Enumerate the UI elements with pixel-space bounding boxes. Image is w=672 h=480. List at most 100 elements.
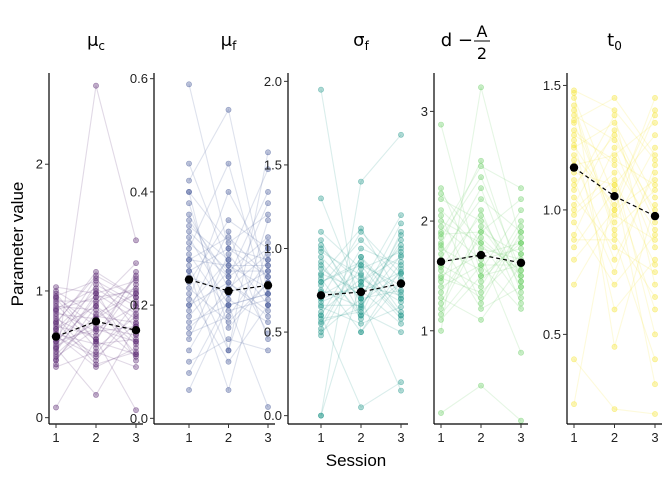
subject-point bbox=[265, 245, 271, 252]
subject-point bbox=[438, 410, 444, 416]
subject-line bbox=[573, 115, 656, 212]
subject-line bbox=[573, 358, 656, 415]
subject-line bbox=[188, 259, 268, 267]
subject-line bbox=[573, 214, 656, 285]
subject-point bbox=[398, 315, 404, 322]
subject-point bbox=[133, 348, 139, 355]
subject-point bbox=[265, 149, 271, 156]
subject-point bbox=[438, 327, 444, 334]
subject-point bbox=[225, 387, 232, 393]
subject-line bbox=[320, 261, 402, 293]
subject-point bbox=[478, 84, 484, 91]
subject-line bbox=[320, 89, 402, 334]
subject-point bbox=[53, 293, 59, 299]
subject-point bbox=[358, 282, 364, 289]
x-tick-label: 3 bbox=[264, 430, 271, 445]
subject-point bbox=[53, 346, 59, 353]
subject-point bbox=[652, 144, 658, 151]
subject-point bbox=[186, 177, 192, 184]
subject-line bbox=[573, 114, 656, 211]
panel-3: 0.0 0.5 1.0 1.5 2.0 1 2 3 σf bbox=[264, 30, 408, 445]
y-tick-label: 1.5 bbox=[543, 78, 561, 93]
subject-point bbox=[518, 278, 524, 285]
subject-point bbox=[652, 381, 658, 388]
subject-point bbox=[652, 169, 658, 176]
subject-point bbox=[93, 277, 99, 284]
subject-line bbox=[320, 251, 402, 320]
subject-point bbox=[652, 206, 658, 213]
y-tick-label: 0.0 bbox=[130, 411, 148, 426]
subject-line bbox=[321, 254, 402, 306]
subject-line bbox=[188, 191, 269, 244]
subject-line bbox=[188, 242, 269, 392]
subject-line bbox=[188, 293, 269, 323]
subject-point bbox=[611, 226, 618, 233]
subject-line bbox=[440, 226, 522, 299]
subject-line bbox=[188, 163, 269, 289]
subject-point bbox=[186, 211, 192, 218]
subject-point bbox=[398, 220, 404, 227]
mean-point bbox=[436, 257, 446, 266]
subject-point bbox=[265, 313, 271, 320]
subject-line bbox=[440, 214, 522, 288]
subject-point bbox=[398, 237, 404, 243]
subject-point bbox=[438, 305, 444, 312]
subject-point bbox=[133, 290, 139, 297]
subject-line bbox=[573, 159, 656, 262]
subject-point bbox=[518, 349, 524, 356]
subject-point bbox=[518, 218, 524, 224]
subject-line bbox=[573, 110, 656, 298]
subject-point bbox=[53, 356, 59, 363]
subject-line bbox=[573, 129, 656, 216]
subject-point bbox=[133, 277, 139, 284]
subject-point bbox=[571, 95, 577, 101]
subject-point bbox=[571, 137, 577, 144]
subject-point bbox=[265, 336, 271, 342]
subject-line bbox=[188, 298, 269, 374]
subject-point bbox=[478, 262, 484, 268]
subject-point bbox=[571, 152, 577, 158]
subject-point bbox=[518, 417, 524, 424]
subject-point bbox=[186, 222, 192, 229]
subject-line bbox=[188, 220, 269, 352]
subject-point bbox=[265, 188, 271, 195]
mean-point bbox=[516, 258, 526, 267]
subject-point bbox=[398, 228, 404, 235]
subject-point bbox=[53, 310, 59, 317]
x-tick-label: 2 bbox=[225, 430, 232, 445]
subject-point bbox=[571, 127, 577, 134]
subject-point bbox=[225, 245, 232, 252]
subject-point bbox=[611, 127, 618, 134]
subject-point bbox=[265, 239, 271, 246]
mean-point bbox=[51, 332, 61, 341]
subject-point bbox=[652, 112, 658, 119]
subject-point bbox=[93, 285, 99, 292]
y-tick-label: 2 bbox=[36, 157, 43, 172]
subject-line bbox=[188, 253, 269, 312]
subject-point bbox=[518, 245, 524, 252]
subject-line bbox=[55, 283, 137, 345]
subject-line bbox=[440, 124, 522, 277]
subject-point bbox=[186, 370, 192, 376]
mean-point bbox=[131, 326, 141, 335]
subject-point bbox=[265, 256, 271, 263]
y-tick-label: 2.0 bbox=[264, 74, 282, 89]
subject-line bbox=[440, 231, 522, 310]
subject-line bbox=[320, 284, 402, 303]
subject-point bbox=[652, 119, 658, 126]
subject-point bbox=[438, 218, 444, 224]
x-tick-label: 1 bbox=[185, 430, 192, 445]
subject-line bbox=[188, 162, 269, 306]
subject-point bbox=[518, 207, 524, 213]
subject-point bbox=[611, 236, 618, 243]
subject-line bbox=[188, 253, 269, 340]
subject-line bbox=[573, 179, 656, 265]
subject-point bbox=[318, 315, 324, 322]
subject-line bbox=[55, 290, 137, 311]
subject-point bbox=[265, 302, 271, 308]
subject-point bbox=[93, 294, 99, 301]
subject-line bbox=[573, 97, 656, 206]
subject-point bbox=[571, 231, 577, 238]
subject-point bbox=[652, 411, 658, 417]
